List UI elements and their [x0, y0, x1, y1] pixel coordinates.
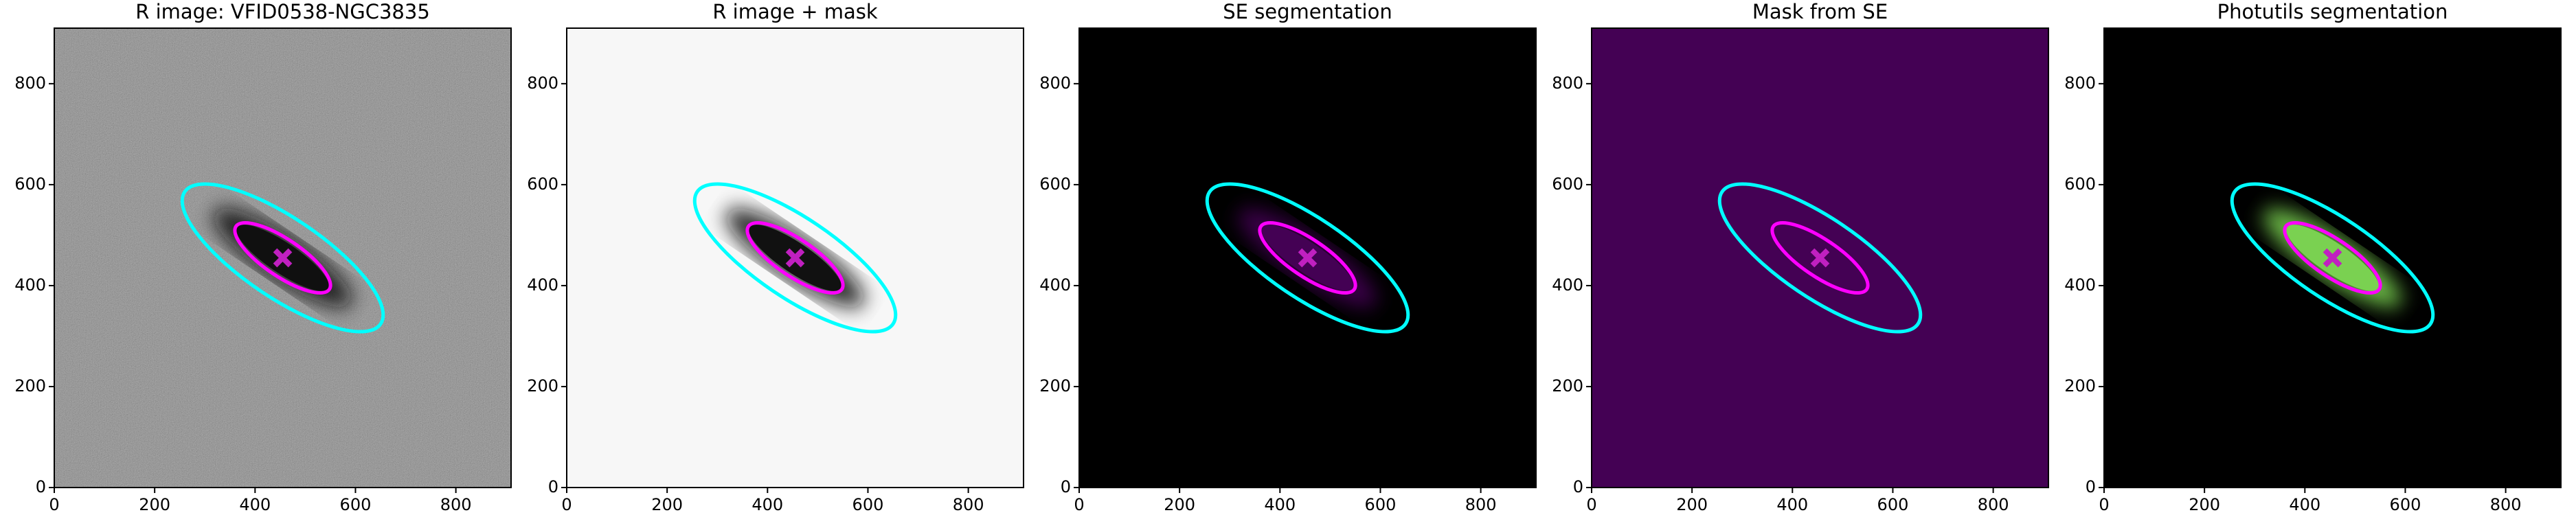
y-tick-label: 400: [1039, 275, 1071, 295]
panel-title: SE segmentation: [1223, 0, 1392, 23]
outer-ellipse: [692, 182, 898, 334]
inner-ellipse: [1770, 220, 1870, 295]
y-tick-label: 400: [1552, 275, 1583, 295]
panel-title: R image + mask: [712, 0, 878, 23]
outer-ellipse: [1205, 182, 1410, 334]
x-tick-label: 400: [752, 495, 783, 514]
y-tick-label: 800: [14, 73, 46, 93]
inner-ellipse: [2283, 220, 2382, 295]
x-tick-label: 400: [1264, 495, 1296, 514]
x-tick-label: 600: [2390, 495, 2421, 514]
x-tick-label: 200: [2189, 495, 2220, 514]
inner-ellipse: [233, 220, 332, 295]
center-marker: [1298, 248, 1318, 268]
y-tick-label: 200: [527, 376, 558, 396]
inner-ellipse: [1258, 220, 1357, 295]
center-marker: [785, 248, 805, 268]
y-tick-label: 600: [527, 174, 558, 194]
x-tick-label: 600: [1877, 495, 1909, 514]
x-tick-label: 800: [1465, 495, 1497, 514]
x-tick-label: 600: [852, 495, 884, 514]
y-tick-label: 800: [1039, 73, 1071, 93]
x-tick-label: 0: [1074, 495, 1084, 514]
y-tick-label: 400: [2064, 275, 2096, 295]
center-marker: [1810, 248, 1830, 268]
image-panel: [54, 28, 511, 488]
panel-title: Mask from SE: [1752, 0, 1888, 23]
y-tick-label: 800: [1552, 73, 1583, 93]
y-tick-label: 200: [14, 376, 46, 396]
image-panel: [1079, 28, 1536, 488]
x-tick-label: 600: [1365, 495, 1397, 514]
y-tick-label: 0: [2086, 477, 2096, 496]
y-tick-label: 800: [527, 73, 558, 93]
x-tick-label: 400: [239, 495, 271, 514]
axes-frame: [1078, 27, 1537, 488]
image-panel: [1592, 28, 2048, 488]
x-tick-label: 0: [1586, 495, 1596, 514]
x-tick-label: 0: [561, 495, 572, 514]
y-tick-label: 600: [14, 174, 46, 194]
axes-frame: [566, 27, 1024, 488]
x-tick-label: 800: [1978, 495, 2009, 514]
x-tick-label: 800: [440, 495, 472, 514]
axes-frame: [54, 27, 512, 488]
x-tick-label: 800: [2490, 495, 2522, 514]
x-tick-label: 600: [340, 495, 372, 514]
y-tick-label: 0: [1061, 477, 1071, 496]
panel-title: Photutils segmentation: [2217, 0, 2448, 23]
x-tick-label: 200: [1164, 495, 1195, 514]
inner-ellipse: [745, 220, 845, 295]
x-tick-label: 200: [139, 495, 170, 514]
y-tick-label: 0: [1573, 477, 1583, 496]
axes-frame: [2103, 27, 2562, 488]
x-tick-label: 400: [2289, 495, 2320, 514]
y-tick-label: 600: [1552, 174, 1583, 194]
center-marker: [273, 248, 293, 268]
x-tick-label: 200: [1676, 495, 1708, 514]
y-tick-label: 600: [2064, 174, 2096, 194]
x-tick-label: 200: [651, 495, 683, 514]
y-tick-label: 200: [1552, 376, 1583, 396]
x-tick-label: 0: [2099, 495, 2109, 514]
x-tick-label: 800: [953, 495, 984, 514]
axes-frame: [1591, 27, 2049, 488]
y-tick-label: 400: [14, 275, 46, 295]
y-tick-label: 600: [1039, 174, 1071, 194]
image-panel: [2104, 28, 2561, 488]
outer-ellipse: [1717, 182, 1923, 334]
image-panel: [567, 28, 1024, 488]
y-tick-label: 800: [2064, 73, 2096, 93]
outer-ellipse: [2230, 182, 2435, 334]
y-tick-label: 200: [1039, 376, 1071, 396]
x-tick-label: 0: [49, 495, 59, 514]
y-tick-label: 0: [36, 477, 46, 496]
y-tick-label: 200: [2064, 376, 2096, 396]
x-tick-label: 400: [1776, 495, 1808, 514]
center-marker: [2323, 248, 2342, 268]
panel-title: R image: VFID0538-NGC3835: [135, 0, 430, 23]
y-tick-label: 400: [527, 275, 558, 295]
outer-ellipse: [180, 182, 385, 334]
y-tick-label: 0: [548, 477, 558, 496]
